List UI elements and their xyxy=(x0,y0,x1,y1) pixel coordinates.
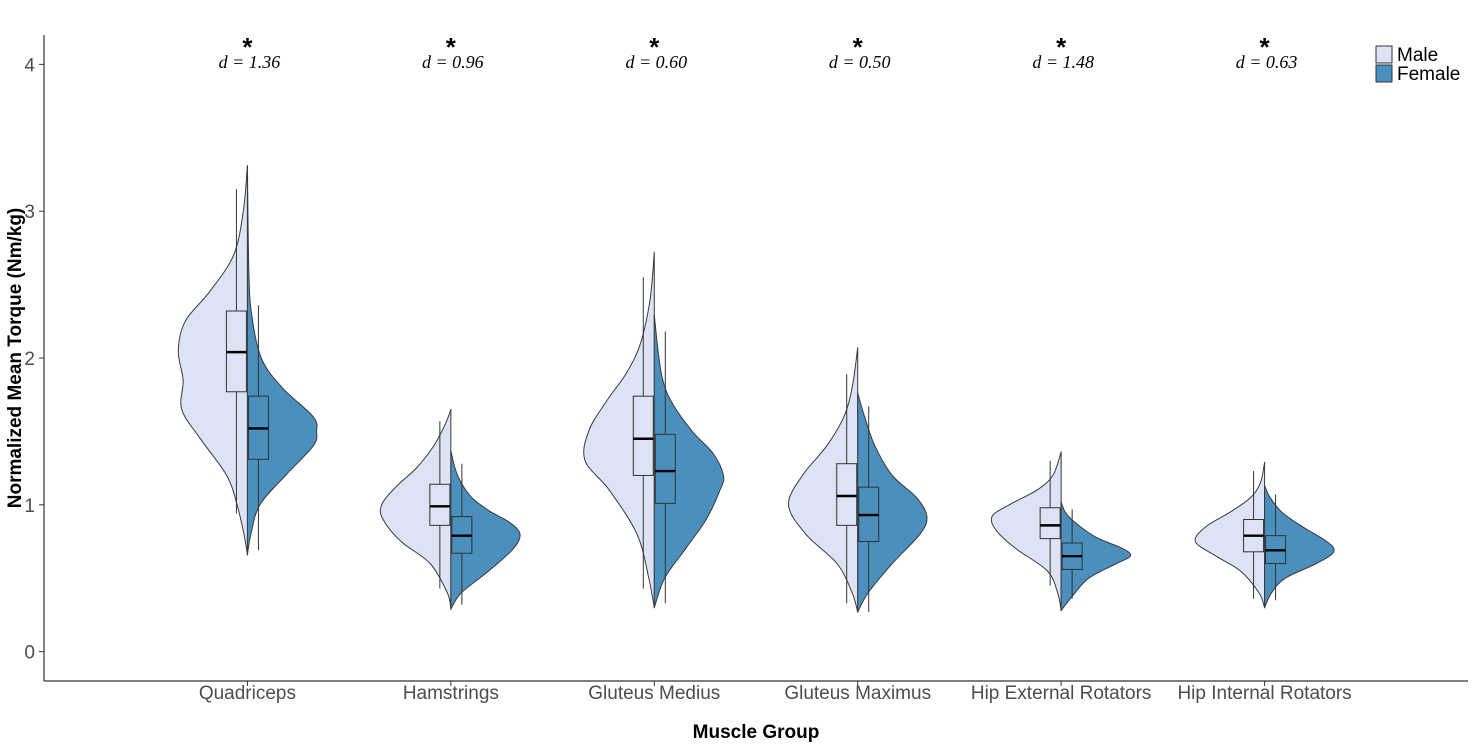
effect-size-label-1: d = 0.96 xyxy=(422,52,484,72)
violin-female-1 xyxy=(450,450,521,610)
box-female-2 xyxy=(654,433,676,504)
y-axis-title: Normalized Mean Torque (Nm/kg) xyxy=(5,208,26,509)
y-tick-label-3: 3 xyxy=(24,202,35,223)
significance-marker-4: * xyxy=(1056,32,1067,62)
x-tick-label-2: Gluteus Medius xyxy=(588,683,720,704)
effect-size-label-3: d = 0.50 xyxy=(829,52,891,72)
legend-label-female: Female xyxy=(1397,64,1460,85)
x-tick-label-3: Gluteus Maximus xyxy=(784,683,931,704)
y-tick-label-1: 1 xyxy=(24,496,35,517)
effect-size-label-5: d = 0.63 xyxy=(1236,52,1298,72)
violin-layer xyxy=(177,165,1335,613)
x-axis-title: Muscle Group xyxy=(693,722,820,743)
x-tick-label-5: Hip Internal Rotators xyxy=(1177,683,1351,704)
violin-female-3 xyxy=(856,392,928,613)
box-male-1 xyxy=(429,483,451,526)
legend-swatch-female xyxy=(1375,64,1393,83)
effect-size-label-4: d = 1.48 xyxy=(1032,52,1094,72)
boxplot-layer xyxy=(225,189,1287,612)
x-axis-ticks: Quadriceps Hamstrings Gluteus Medius Gluteu… xyxy=(199,681,1352,704)
violin-male-5 xyxy=(1194,461,1266,609)
violin-female-4 xyxy=(1060,501,1132,611)
significance-marker-2: * xyxy=(649,32,660,62)
y-tick-label-0: 0 xyxy=(24,643,35,664)
violin-male-2 xyxy=(583,251,655,609)
violin-male-3 xyxy=(787,347,859,613)
violin-male-1 xyxy=(379,408,452,610)
significance-marker-5: * xyxy=(1260,32,1271,62)
y-tick-label-2: 2 xyxy=(24,349,35,370)
legend: Male Female xyxy=(1375,45,1460,85)
effect-size-label-0: d = 1.36 xyxy=(219,52,281,72)
x-tick-label-1: Hamstrings xyxy=(403,683,499,704)
box-male-4 xyxy=(1039,507,1061,540)
y-tick-label-4: 4 xyxy=(24,55,35,76)
x-tick-label-0: Quadriceps xyxy=(199,683,296,704)
violin-female-0 xyxy=(246,165,318,556)
legend-swatch-male xyxy=(1375,45,1393,64)
x-tick-label-4: Hip External Rotators xyxy=(971,683,1152,704)
violin-female-5 xyxy=(1264,485,1335,609)
box-male-2 xyxy=(632,395,654,476)
violin-female-2 xyxy=(653,314,725,609)
box-male-3 xyxy=(836,463,858,526)
effect-size-label-2: d = 0.60 xyxy=(625,52,687,72)
significance-annotations: *d = 1.36 *d = 0.96 *d = 0.60 *d = 0.50 *d =… xyxy=(219,32,1298,72)
significance-marker-3: * xyxy=(853,32,864,62)
legend-label-male: Male xyxy=(1397,45,1438,66)
significance-marker-1: * xyxy=(446,32,457,62)
significance-marker-0: * xyxy=(242,32,253,62)
y-axis-ticks: 0 1 2 3 4 xyxy=(24,55,44,664)
